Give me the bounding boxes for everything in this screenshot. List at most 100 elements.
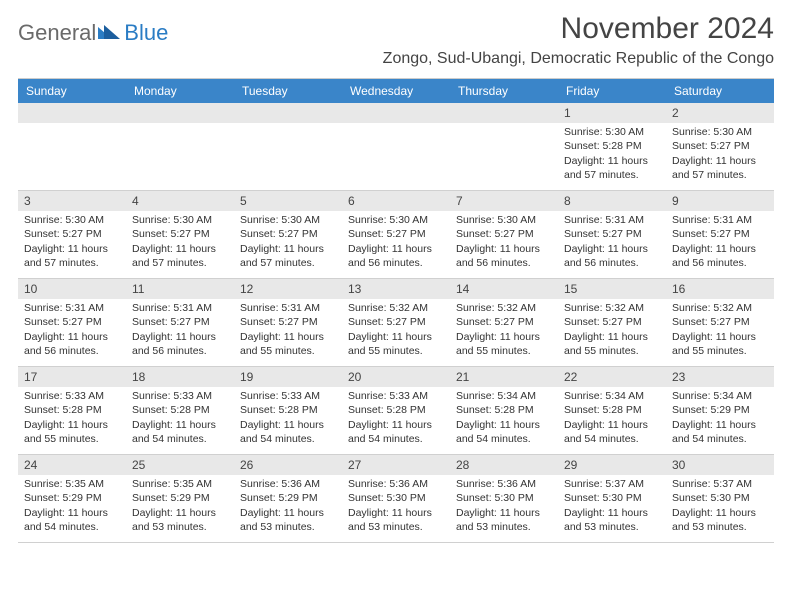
sunset-text: Sunset: 5:28 PM xyxy=(240,403,336,417)
calendar-cell: 15Sunrise: 5:32 AMSunset: 5:27 PMDayligh… xyxy=(558,279,666,367)
calendar-cell: 26Sunrise: 5:36 AMSunset: 5:29 PMDayligh… xyxy=(234,455,342,543)
daylight-text: Daylight: 11 hours and 54 minutes. xyxy=(672,418,768,446)
day-number: 19 xyxy=(234,367,342,387)
day-body: Sunrise: 5:36 AMSunset: 5:30 PMDaylight:… xyxy=(342,475,450,540)
daylight-text: Daylight: 11 hours and 53 minutes. xyxy=(240,506,336,534)
calendar-cell: 19 Sunrise: 5:33 AMSunset: 5:28 PMDayligh… xyxy=(234,367,342,455)
sunset-text: Sunset: 5:27 PM xyxy=(240,227,336,241)
sunrise-text: Sunrise: 5:30 AM xyxy=(564,125,660,139)
day-header: Sunday xyxy=(18,79,126,103)
sunrise-text: Sunrise: 5:30 AM xyxy=(456,213,552,227)
day-body: Sunrise: 5:31 AMSunset: 5:27 PMDaylight:… xyxy=(666,211,774,276)
day-body: Sunrise: 5:30 AMSunset: 5:27 PMDaylight:… xyxy=(450,211,558,276)
logo-triangle-icon xyxy=(98,23,120,44)
daylight-text: Daylight: 11 hours and 53 minutes. xyxy=(348,506,444,534)
day-body: Sunrise: 5:36 AMSunset: 5:29 PMDaylight:… xyxy=(234,475,342,540)
day-number: 22 xyxy=(558,367,666,387)
sunset-text: Sunset: 5:27 PM xyxy=(672,227,768,241)
sunset-text: Sunset: 5:27 PM xyxy=(456,315,552,329)
daylight-text: Daylight: 11 hours and 53 minutes. xyxy=(456,506,552,534)
calendar-grid: SundayMondayTuesdayWednesdayThursdayFrid… xyxy=(18,78,774,543)
sunset-text: Sunset: 5:29 PM xyxy=(132,491,228,505)
sunrise-text: Sunrise: 5:34 AM xyxy=(456,389,552,403)
daylight-text: Daylight: 11 hours and 54 minutes. xyxy=(240,418,336,446)
day-body: Sunrise: 5:30 AMSunset: 5:27 PMDaylight:… xyxy=(18,211,126,276)
sunrise-text: Sunrise: 5:32 AM xyxy=(348,301,444,315)
day-body: Sunrise: 5:34 AMSunset: 5:28 PMDaylight:… xyxy=(450,387,558,452)
day-header: Saturday xyxy=(666,79,774,103)
calendar-cell: 29Sunrise: 5:37 AMSunset: 5:30 PMDayligh… xyxy=(558,455,666,543)
sunrise-text: Sunrise: 5:31 AM xyxy=(24,301,120,315)
day-body: Sunrise: 5:32 AMSunset: 5:27 PMDaylight:… xyxy=(342,299,450,364)
daylight-text: Daylight: 11 hours and 53 minutes. xyxy=(564,506,660,534)
day-number: 29 xyxy=(558,455,666,475)
sunset-text: Sunset: 5:28 PM xyxy=(132,403,228,417)
calendar-cell: 10Sunrise: 5:31 AMSunset: 5:27 PMDayligh… xyxy=(18,279,126,367)
day-number: 21 xyxy=(450,367,558,387)
sunset-text: Sunset: 5:27 PM xyxy=(672,315,768,329)
daylight-text: Daylight: 11 hours and 53 minutes. xyxy=(132,506,228,534)
sunrise-text: Sunrise: 5:30 AM xyxy=(132,213,228,227)
calendar-cell: 8Sunrise: 5:31 AMSunset: 5:27 PMDaylight… xyxy=(558,191,666,279)
calendar-cell: 18Sunrise: 5:33 AMSunset: 5:28 PMDayligh… xyxy=(126,367,234,455)
calendar-cell: 1Sunrise: 5:30 AMSunset: 5:28 PMDaylight… xyxy=(558,103,666,191)
sunset-text: Sunset: 5:30 PM xyxy=(564,491,660,505)
sunset-text: Sunset: 5:30 PM xyxy=(456,491,552,505)
sunrise-text: Sunrise: 5:30 AM xyxy=(348,213,444,227)
day-body: Sunrise: 5:33 AMSunset: 5:28 PMDaylight:… xyxy=(342,387,450,452)
daylight-text: Daylight: 11 hours and 53 minutes. xyxy=(672,506,768,534)
sunrise-text: Sunrise: 5:30 AM xyxy=(240,213,336,227)
day-number: 7 xyxy=(450,191,558,211)
sunset-text: Sunset: 5:27 PM xyxy=(240,315,336,329)
daylight-text: Daylight: 11 hours and 55 minutes. xyxy=(456,330,552,358)
logo-text-general: General xyxy=(18,20,96,46)
day-header: Tuesday xyxy=(234,79,342,103)
logo: General Blue xyxy=(18,12,168,46)
daylight-text: Daylight: 11 hours and 55 minutes. xyxy=(24,418,120,446)
day-number: 10 xyxy=(18,279,126,299)
sunset-text: Sunset: 5:29 PM xyxy=(672,403,768,417)
sunrise-text: Sunrise: 5:31 AM xyxy=(240,301,336,315)
day-number: 24 xyxy=(18,455,126,475)
day-body: Sunrise: 5:31 AMSunset: 5:27 PMDaylight:… xyxy=(234,299,342,364)
day-header: Wednesday xyxy=(342,79,450,103)
day-body: Sunrise: 5:32 AMSunset: 5:27 PMDaylight:… xyxy=(666,299,774,364)
daylight-text: Daylight: 11 hours and 55 minutes. xyxy=(348,330,444,358)
sunset-text: Sunset: 5:29 PM xyxy=(240,491,336,505)
day-number: 4 xyxy=(126,191,234,211)
day-number: 5 xyxy=(234,191,342,211)
day-body: Sunrise: 5:33 AMSunset: 5:28 PMDaylight:… xyxy=(126,387,234,452)
sunrise-text: Sunrise: 5:32 AM xyxy=(456,301,552,315)
calendar-cell: 30Sunrise: 5:37 AMSunset: 5:30 PMDayligh… xyxy=(666,455,774,543)
calendar-cell: 24Sunrise: 5:35 AMSunset: 5:29 PMDayligh… xyxy=(18,455,126,543)
day-number: 16 xyxy=(666,279,774,299)
daylight-text: Daylight: 11 hours and 54 minutes. xyxy=(24,506,120,534)
day-number xyxy=(450,103,558,123)
calendar-blank-cell xyxy=(234,103,342,191)
day-number: 26 xyxy=(234,455,342,475)
sunset-text: Sunset: 5:27 PM xyxy=(672,139,768,153)
day-body: Sunrise: 5:33 AMSunset: 5:28 PMDaylight:… xyxy=(18,387,126,452)
sunset-text: Sunset: 5:27 PM xyxy=(456,227,552,241)
sunset-text: Sunset: 5:27 PM xyxy=(132,315,228,329)
daylight-text: Daylight: 11 hours and 57 minutes. xyxy=(240,242,336,270)
day-body: Sunrise: 5:30 AMSunset: 5:27 PMDaylight:… xyxy=(342,211,450,276)
day-body: Sunrise: 5:30 AMSunset: 5:28 PMDaylight:… xyxy=(558,123,666,188)
calendar-blank-cell xyxy=(18,103,126,191)
day-body: Sunrise: 5:30 AMSunset: 5:27 PMDaylight:… xyxy=(666,123,774,188)
sunset-text: Sunset: 5:28 PM xyxy=(348,403,444,417)
day-body: Sunrise: 5:32 AMSunset: 5:27 PMDaylight:… xyxy=(450,299,558,364)
calendar-cell: 4Sunrise: 5:30 AMSunset: 5:27 PMDaylight… xyxy=(126,191,234,279)
daylight-text: Daylight: 11 hours and 56 minutes. xyxy=(564,242,660,270)
day-number: 14 xyxy=(450,279,558,299)
sunrise-text: Sunrise: 5:33 AM xyxy=(132,389,228,403)
sunrise-text: Sunrise: 5:32 AM xyxy=(672,301,768,315)
sunrise-text: Sunrise: 5:34 AM xyxy=(564,389,660,403)
calendar-blank-cell xyxy=(342,103,450,191)
day-number: 6 xyxy=(342,191,450,211)
day-number: 11 xyxy=(126,279,234,299)
day-number xyxy=(234,103,342,123)
sunset-text: Sunset: 5:27 PM xyxy=(24,227,120,241)
sunrise-text: Sunrise: 5:35 AM xyxy=(24,477,120,491)
sunrise-text: Sunrise: 5:33 AM xyxy=(240,389,336,403)
